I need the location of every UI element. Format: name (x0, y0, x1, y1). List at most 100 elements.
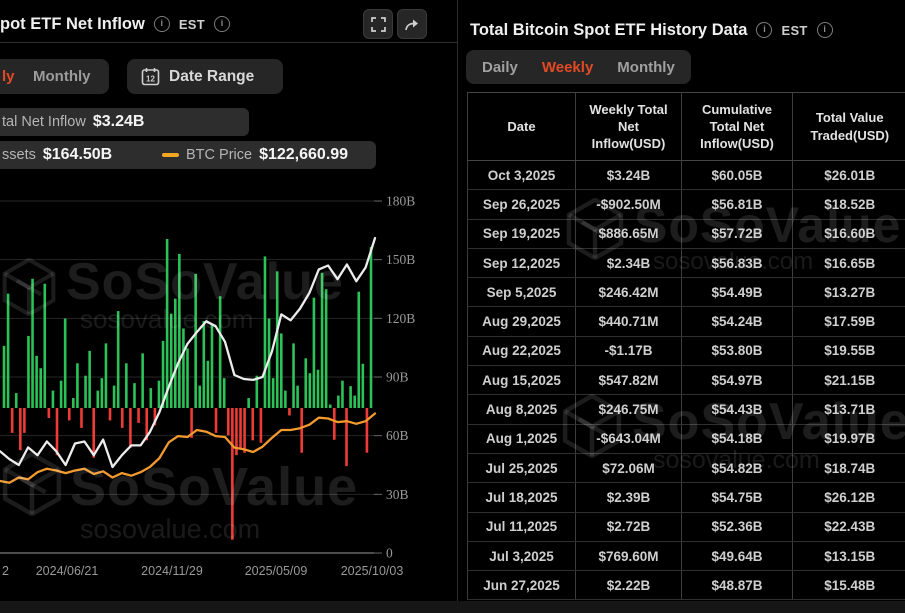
cell-date: Oct 3,2025 (467, 160, 576, 191)
table-row: Aug 8,2025 $246.75M $54.43B $13.71B (467, 394, 905, 425)
info-icon[interactable]: i (214, 16, 230, 32)
cell-weekly-inflow: -$902.50M (575, 189, 682, 220)
cell-date: Sep 19,2025 (467, 219, 576, 249)
cell-value-traded: $19.97B (792, 424, 905, 454)
cell-cumulative-inflow: $54.75B (681, 482, 793, 513)
table-row: Sep 26,2025 -$902.50M $56.81B $18.52B (467, 189, 905, 220)
cell-weekly-inflow: $246.75M (575, 394, 682, 425)
cell-date: Sep 26,2025 (467, 189, 576, 220)
cell-cumulative-inflow: $48.87B (681, 570, 793, 601)
table-row: Sep 5,2025 $246.42M $54.49B $13.27B (467, 277, 905, 308)
cell-date: Aug 8,2025 (467, 394, 576, 425)
cell-value-traded: $13.71B (792, 394, 905, 425)
cell-weekly-inflow: $2.22B (575, 570, 682, 601)
cell-weekly-inflow: $886.65M (575, 219, 682, 249)
cell-date: Sep 5,2025 (467, 277, 576, 308)
est-timezone-label: EST (178, 16, 205, 32)
cell-weekly-inflow: $3.24B (575, 160, 682, 191)
cell-cumulative-inflow: $56.81B (681, 189, 793, 220)
column-header: Date (467, 92, 576, 161)
cell-weekly-inflow: $2.39B (575, 482, 682, 513)
date-range-button[interactable]: 12 Date Range (127, 59, 283, 94)
cell-cumulative-inflow: $54.49B (681, 277, 793, 308)
share-button[interactable] (397, 9, 427, 39)
right-panel-header: Total Bitcoin Spot ETF History Data i ES… (470, 14, 900, 46)
btc-line-marker (162, 153, 179, 157)
cell-date: Jun 27,2025 (467, 570, 576, 601)
cell-cumulative-inflow: $52.36B (681, 512, 793, 542)
cell-cumulative-inflow: $54.24B (681, 306, 793, 337)
info-icon[interactable]: i (816, 22, 833, 38)
legend-total-net-inflow[interactable]: tal Net Inflow $3.24B (0, 108, 249, 136)
table-row: Aug 15,2025 $547.82M $54.97B $21.15B (467, 365, 905, 396)
page-scrollbar-track[interactable] (0, 601, 905, 613)
cell-cumulative-inflow: $60.05B (681, 160, 793, 191)
cell-date: Jul 25,2025 (467, 453, 576, 484)
cell-weekly-inflow: -$643.04M (575, 424, 682, 454)
y-axis-tick: 0 (386, 546, 393, 561)
left-panel-header: pot ETF Net Inflow i EST i (0, 8, 457, 40)
chart-period-tabs (0, 59, 109, 94)
y-axis-tick: 150B (386, 252, 415, 267)
column-header: Weekly Total Net Inflow(USD) (575, 92, 682, 161)
y-axis-tick: 120B (386, 311, 415, 326)
cell-date: Aug 15,2025 (467, 365, 576, 396)
cell-weekly-inflow: $547.82M (575, 365, 682, 396)
table-row: Aug 22,2025 -$1.17B $53.80B $19.55B (467, 336, 905, 367)
history-data-panel: Total Bitcoin Spot ETF History Data i ES… (457, 0, 905, 601)
info-icon[interactable]: i (153, 16, 170, 32)
cell-date: Jul 3,2025 (467, 541, 576, 572)
table-row: Jul 3,2025 $769.60M $49.64B $13.15B (467, 541, 905, 572)
tab-monthly[interactable]: Monthly (33, 68, 91, 85)
cell-value-traded: $16.65B (792, 248, 905, 279)
tab-daily[interactable]: Daily (482, 58, 518, 76)
table-row: Jul 18,2025 $2.39B $54.75B $26.12B (467, 482, 905, 513)
table-row: Sep 12,2025 $2.34B $56.83B $16.65B (467, 248, 905, 279)
y-axis-tick: 90B (386, 370, 409, 385)
y-axis-tick: 60B (386, 428, 409, 443)
cell-date: Aug 1,2025 (467, 424, 576, 454)
cell-value-traded: $18.52B (792, 189, 905, 220)
cell-value-traded: $19.55B (792, 336, 905, 367)
cell-weekly-inflow: $72.06M (575, 453, 682, 484)
cell-date: Sep 12,2025 (467, 248, 576, 279)
history-panel-title: Total Bitcoin Spot ETF History Data (470, 20, 748, 39)
table-row: Jul 11,2025 $2.72B $52.36B $22.43B (467, 512, 905, 542)
tab-weekly-partial[interactable]: ly (2, 68, 15, 85)
legend-btc-price[interactable]: BTC Price $122,660.99 (152, 141, 376, 169)
net-inflow-chart-panel: pot ETF Net Inflow i EST i ly Month (0, 0, 457, 601)
y-axis-tick: 30B (386, 487, 409, 502)
fullscreen-icon (370, 16, 386, 32)
x-axis-tick: 2 (2, 564, 9, 578)
net-inflow-chart[interactable]: 180B 150B 120B 90B 60B 30B 0 2 2024/06/21 2024/11… (0, 185, 440, 595)
cell-weekly-inflow: $769.60M (575, 541, 682, 572)
est-timezone-label: EST (781, 22, 808, 38)
cell-value-traded: $13.27B (792, 277, 905, 308)
tab-monthly[interactable]: Monthly (617, 58, 675, 76)
tab-weekly[interactable]: Weekly (541, 58, 594, 76)
table-row: Jul 25,2025 $72.06M $54.82B $18.74B (467, 453, 905, 484)
calendar-icon: 12 (141, 68, 160, 86)
cell-value-traded: $18.74B (792, 453, 905, 484)
cell-cumulative-inflow: $54.82B (681, 453, 793, 484)
cell-date: Aug 22,2025 (467, 336, 576, 367)
x-axis-tick: 2024/11/29 (141, 564, 203, 578)
cell-value-traded: $22.43B (792, 512, 905, 542)
cell-cumulative-inflow: $54.43B (681, 394, 793, 425)
date-range-label: Date Range (169, 67, 255, 85)
table-row: Aug 29,2025 $440.71M $54.24B $17.59B (467, 306, 905, 337)
cell-value-traded: $13.15B (792, 541, 905, 572)
cell-weekly-inflow: -$1.17B (575, 336, 682, 367)
info-icon[interactable]: i (756, 22, 773, 38)
table-row: Oct 3,2025 $3.24B $60.05B $26.01B (467, 160, 905, 191)
cell-value-traded: $16.60B (792, 219, 905, 249)
x-axis-tick: 2025/05/09 (245, 564, 308, 578)
cell-value-traded: $21.15B (792, 365, 905, 396)
cell-cumulative-inflow: $49.64B (681, 541, 793, 572)
cell-value-traded: $26.12B (792, 482, 905, 513)
cell-value-traded: $17.59B (792, 306, 905, 337)
history-period-tabs: Daily Weekly Monthly (466, 50, 691, 84)
cell-cumulative-inflow: $53.80B (681, 336, 793, 367)
fullscreen-button[interactable] (363, 9, 393, 39)
